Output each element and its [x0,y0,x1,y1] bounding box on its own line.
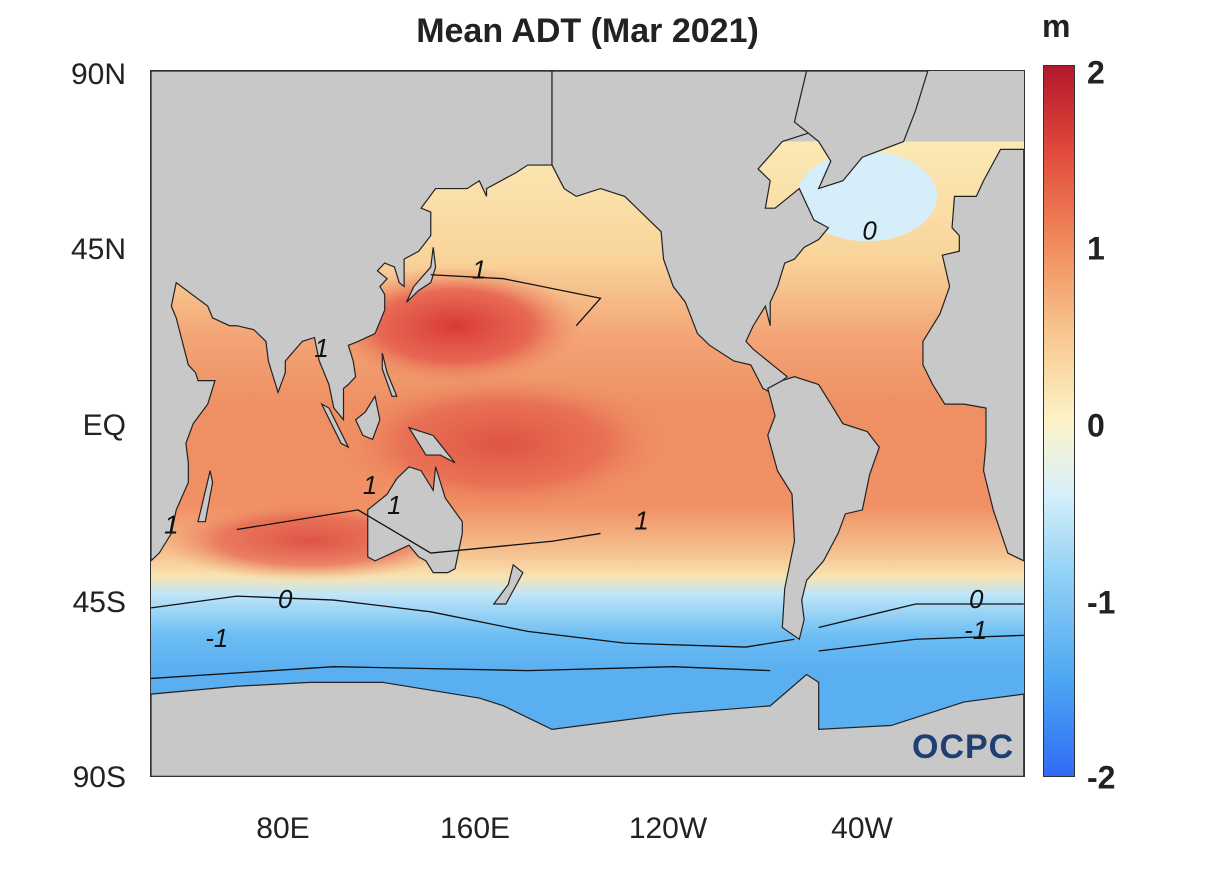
contour-label: 1 [164,511,178,539]
ocpc-logo: OCPC [912,728,1015,766]
chart-title: Mean ADT (Mar 2021) [416,12,759,50]
colorbar-unit: m [1042,8,1071,44]
new-guinea-landmass [407,426,456,464]
y-tick-label: 45S [72,586,126,619]
contour-line [236,509,601,554]
contour-label: 0 [862,218,877,246]
colorbar-tick: 2 [1087,54,1105,91]
colorbar-tick: -2 [1087,759,1116,796]
contour-label: 1 [387,492,401,520]
contour-line [818,634,1024,652]
contour-label: -1 [964,617,987,645]
contour-label: -1 [205,625,228,653]
colorbar-tick: 0 [1087,407,1105,444]
south-pacific-high [333,373,674,514]
eurasia-africa-landmass [151,71,553,562]
contour-line [151,666,771,680]
contour-label: 1 [314,335,328,363]
x-tick-label: 160E [439,812,511,845]
greenland-landmass [793,71,929,190]
x-tick-label: 80E [256,812,310,845]
x-tick-label: 120W [628,812,708,845]
y-tick-label: 90N [70,58,126,91]
japan-landmass [405,247,437,303]
x-tick-label: 40W [831,812,893,845]
contour-label: 0 [969,586,984,614]
south-america-landmass [767,376,880,641]
colorbar [1043,65,1075,777]
y-tick-label: 90S [72,761,126,794]
western-pacific-high [325,265,585,386]
y-tick-label: 45N [70,233,126,266]
africa-west-landmass [922,148,1024,562]
australia-landmass [367,466,463,574]
contour-line [151,595,795,648]
contour-label: 0 [278,586,293,614]
contour-line [430,274,602,327]
colorbar-tick: -1 [1087,584,1116,621]
land-masses [151,71,1024,776]
philippines-landmass [381,353,398,397]
colorbar-tick: 1 [1087,230,1105,267]
borneo-landmass [354,394,381,441]
contour-label: 1 [363,472,377,500]
madagascar-landmass [197,470,214,523]
antarctica-landmass [151,673,1024,776]
y-tick-label: EQ [82,409,126,442]
contour-line [818,603,1024,629]
contour-label: 1 [634,508,648,536]
new-zealand-landmass [492,563,524,605]
sumatra-landmass [320,402,350,449]
north-america-landmass [551,71,868,394]
contour-label: 1 [472,257,486,285]
